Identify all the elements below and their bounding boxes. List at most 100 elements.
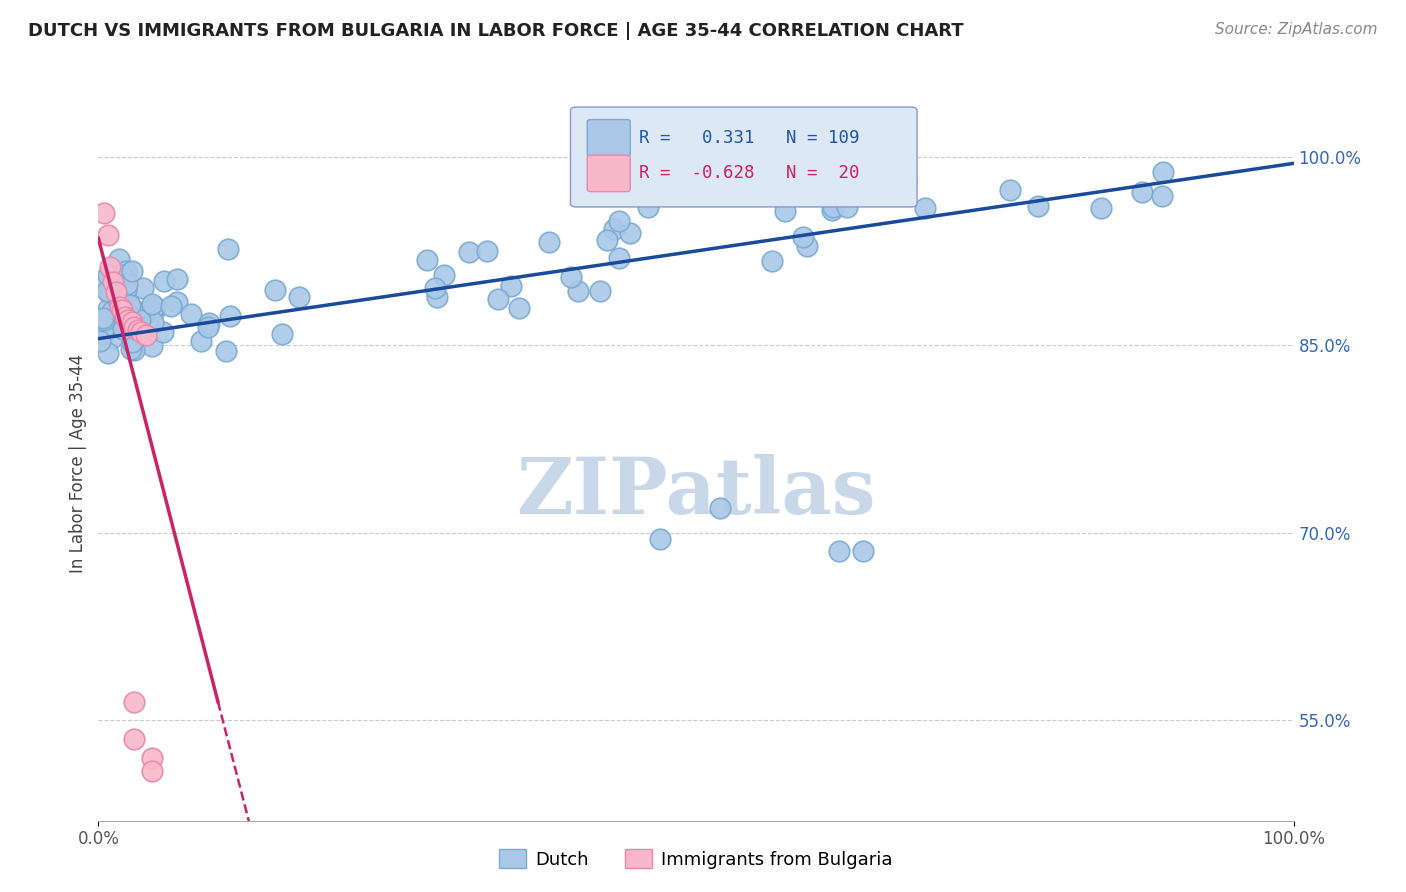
- Point: [124, 320, 146, 334]
- Point: [264, 283, 287, 297]
- Point: [89, 334, 111, 349]
- Point: [166, 295, 188, 310]
- Point: [127, 326, 149, 340]
- Point: [153, 274, 176, 288]
- Point: [105, 285, 128, 300]
- Point: [828, 544, 851, 558]
- Point: [1152, 164, 1174, 178]
- Point: [104, 273, 127, 287]
- Point: [101, 275, 124, 289]
- Point: [1026, 199, 1049, 213]
- Point: [104, 286, 127, 301]
- FancyBboxPatch shape: [588, 155, 630, 192]
- Point: [131, 326, 153, 340]
- Point: [508, 301, 530, 315]
- Point: [215, 343, 238, 358]
- Point: [124, 318, 146, 332]
- Point: [896, 175, 918, 189]
- Point: [121, 264, 143, 278]
- Point: [104, 276, 127, 290]
- Point: [115, 277, 138, 291]
- Point: [117, 313, 139, 327]
- Point: [121, 302, 143, 317]
- Point: [141, 751, 163, 765]
- Point: [796, 239, 818, 253]
- Point: [96, 284, 118, 298]
- Point: [217, 242, 239, 256]
- Point: [101, 313, 124, 327]
- Point: [761, 253, 783, 268]
- Point: [115, 270, 138, 285]
- Point: [112, 285, 135, 300]
- Point: [111, 268, 134, 282]
- Point: [141, 764, 163, 778]
- Point: [425, 290, 447, 304]
- Point: [602, 222, 624, 236]
- Point: [114, 297, 136, 311]
- Point: [98, 318, 121, 333]
- Point: [197, 316, 219, 330]
- Point: [141, 297, 163, 311]
- Point: [433, 268, 456, 282]
- Point: [458, 245, 481, 260]
- Point: [128, 312, 150, 326]
- Point: [589, 284, 612, 298]
- Point: [219, 309, 242, 323]
- Point: [97, 345, 120, 359]
- Point: [110, 315, 132, 329]
- Point: [101, 331, 124, 345]
- Point: [93, 326, 115, 341]
- Y-axis label: In Labor Force | Age 35-44: In Labor Force | Age 35-44: [69, 354, 87, 574]
- Point: [637, 200, 659, 214]
- Point: [837, 200, 859, 214]
- Point: [115, 305, 138, 319]
- Point: [619, 226, 641, 240]
- Point: [135, 327, 157, 342]
- Point: [121, 301, 143, 316]
- Point: [1090, 202, 1112, 216]
- Point: [596, 234, 619, 248]
- Point: [287, 290, 309, 304]
- Point: [538, 235, 561, 249]
- Point: [423, 281, 446, 295]
- Point: [475, 244, 498, 258]
- Point: [160, 299, 183, 313]
- Point: [111, 322, 134, 336]
- Point: [91, 310, 114, 325]
- Legend: Dutch, Immigrants from Bulgaria: Dutch, Immigrants from Bulgaria: [492, 842, 900, 876]
- Point: [821, 203, 844, 218]
- Point: [111, 302, 134, 317]
- Point: [180, 307, 202, 321]
- Text: R =  -0.628   N =  20: R = -0.628 N = 20: [638, 164, 859, 182]
- Point: [97, 301, 120, 316]
- Point: [104, 301, 127, 316]
- Text: DUTCH VS IMMIGRANTS FROM BULGARIA IN LABOR FORCE | AGE 35-44 CORRELATION CHART: DUTCH VS IMMIGRANTS FROM BULGARIA IN LAB…: [28, 22, 963, 40]
- Point: [852, 544, 875, 558]
- Point: [792, 229, 814, 244]
- Point: [648, 532, 672, 546]
- Point: [114, 310, 136, 325]
- Point: [607, 251, 630, 265]
- Point: [1130, 185, 1153, 199]
- Point: [142, 300, 165, 314]
- Point: [115, 264, 138, 278]
- Point: [145, 300, 167, 314]
- Point: [271, 326, 294, 341]
- FancyBboxPatch shape: [571, 107, 917, 207]
- Point: [127, 323, 149, 337]
- Point: [914, 201, 936, 215]
- Point: [609, 214, 631, 228]
- Point: [98, 285, 121, 300]
- Point: [567, 284, 589, 298]
- Point: [91, 275, 114, 289]
- Point: [132, 281, 155, 295]
- Point: [122, 343, 145, 357]
- Point: [98, 285, 121, 299]
- Point: [197, 320, 219, 334]
- Point: [108, 252, 131, 266]
- Point: [98, 260, 122, 275]
- Text: ZIPatlas: ZIPatlas: [516, 454, 876, 531]
- Point: [152, 325, 174, 339]
- Point: [142, 315, 165, 329]
- Point: [120, 323, 142, 337]
